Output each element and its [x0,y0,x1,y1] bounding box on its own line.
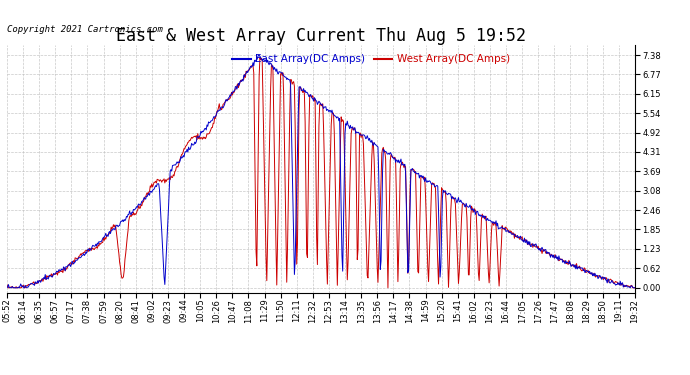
Title: East & West Array Current Thu Aug 5 19:52: East & West Array Current Thu Aug 5 19:5… [116,27,526,45]
Legend: East Array(DC Amps), West Array(DC Amps): East Array(DC Amps), West Array(DC Amps) [228,50,514,69]
Text: Copyright 2021 Cartronics.com: Copyright 2021 Cartronics.com [7,25,163,34]
